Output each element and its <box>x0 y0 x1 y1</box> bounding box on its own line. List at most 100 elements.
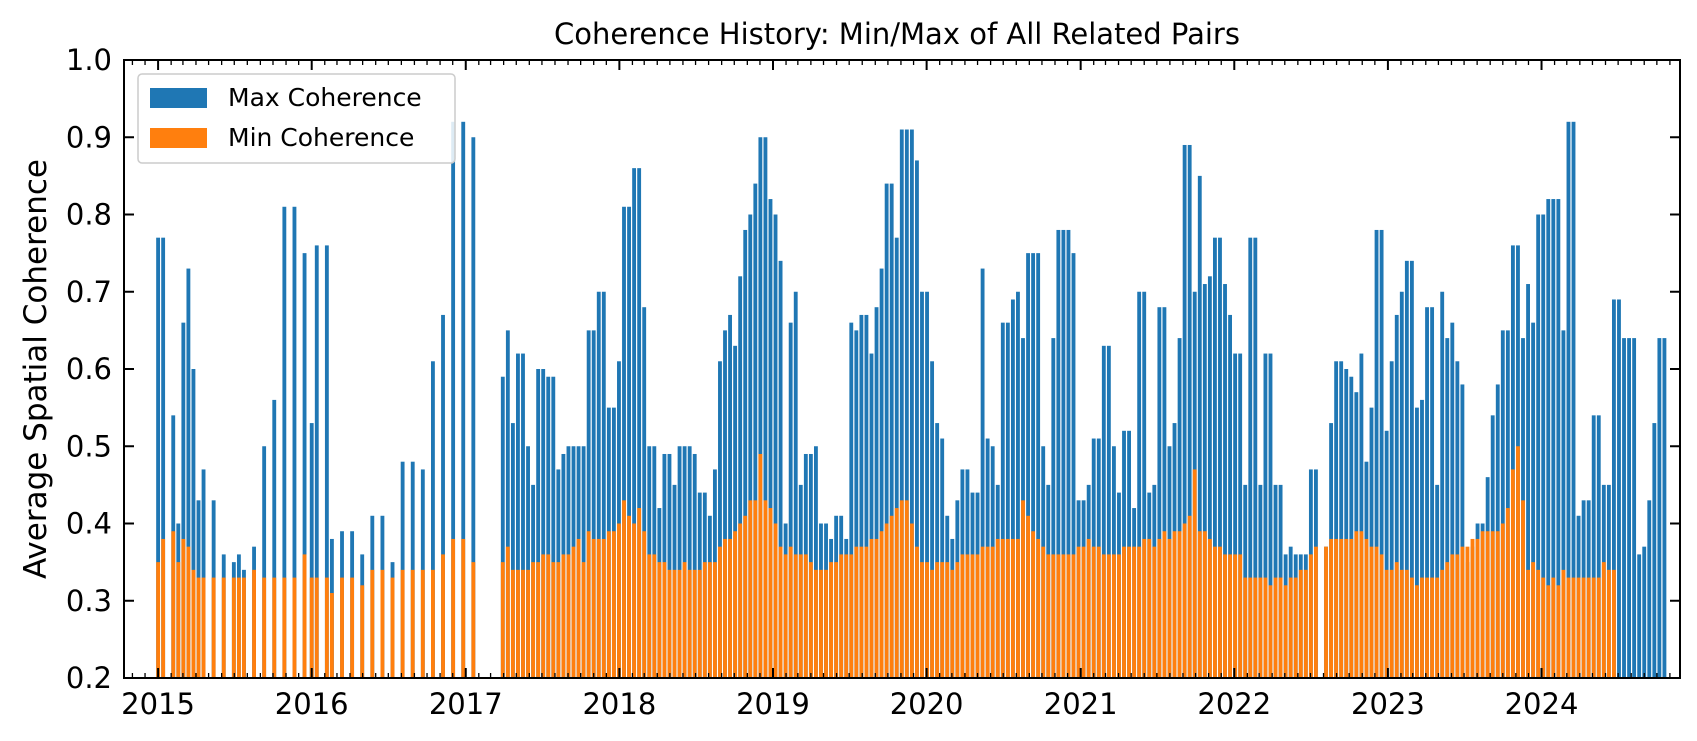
min-coherence-bar <box>985 546 990 678</box>
max-coherence-bar <box>1349 376 1354 678</box>
min-coherence-bar <box>1612 569 1616 678</box>
min-coherence-bar <box>824 569 828 678</box>
max-coherence-bar <box>586 330 591 679</box>
min-coherence-bar <box>768 508 773 678</box>
min-coherence-bar <box>1536 569 1541 678</box>
max-coherence-bar <box>1460 384 1465 678</box>
min-coherence-bar <box>1586 577 1591 678</box>
max-coherence-bar <box>925 291 929 678</box>
max-coherence-bar <box>884 183 889 678</box>
min-coherence-bar <box>682 562 687 679</box>
min-coherence-bar <box>687 569 692 678</box>
min-coherence-bar <box>510 569 515 678</box>
min-coherence-bar <box>410 569 415 678</box>
min-coherence-bar <box>1071 554 1076 678</box>
y-tick-label: 0.8 <box>66 198 112 232</box>
max-coherence-bar <box>581 446 586 678</box>
max-coherence-bar <box>1591 415 1596 678</box>
min-coherence-bar <box>839 554 844 678</box>
max-coherence-bar <box>753 183 758 678</box>
x-tick-label: 2018 <box>582 687 656 721</box>
max-coherence-bar <box>758 137 763 678</box>
max-coherence-bar <box>1106 345 1111 678</box>
min-coherence-bar <box>793 554 798 678</box>
min-coherence-bar <box>576 538 581 678</box>
max-coherence-bar <box>1495 384 1500 678</box>
max-coherence-bar <box>743 229 748 678</box>
min-coherence-bar <box>350 577 355 678</box>
min-coherence-bar <box>617 523 621 678</box>
min-coherence-bar <box>995 538 1000 678</box>
min-coherence-bar <box>1263 577 1268 678</box>
y-tick-label: 0.6 <box>66 352 112 386</box>
min-coherence-bar <box>581 562 586 679</box>
max-coherence-bar <box>748 214 753 678</box>
max-coherence-bar <box>682 446 687 678</box>
min-coherence-bar <box>1010 538 1015 678</box>
max-coherence-bar <box>1248 237 1253 678</box>
min-coherence-bar <box>788 546 793 678</box>
min-coherence-bar <box>1041 546 1046 678</box>
max-coherence-bar <box>692 453 697 678</box>
min-coherence-bar <box>728 538 732 678</box>
min-coherence-bar <box>1541 577 1546 678</box>
max-coherence-bar <box>181 322 186 678</box>
max-coherence-bar <box>677 446 682 678</box>
min-coherence-bar <box>1066 554 1071 678</box>
min-coherence-bar <box>1450 554 1455 678</box>
min-coherence-bar <box>990 546 995 678</box>
max-coherence-bar <box>864 314 869 678</box>
max-coherence-bar <box>899 129 904 678</box>
max-coherence-bar <box>1263 353 1268 678</box>
min-coherence-bar <box>1339 538 1344 678</box>
max-coherence-bar <box>874 307 879 678</box>
min-coherence-bar <box>329 593 334 678</box>
max-coherence-bar <box>471 137 476 678</box>
max-coherence-bar <box>733 345 738 678</box>
min-coherence-bar <box>920 562 924 679</box>
max-coherence-bar <box>1005 322 1010 678</box>
min-coherence-bar <box>566 554 571 678</box>
min-coherence-bar <box>1510 469 1515 678</box>
min-coherence-bar <box>627 515 631 678</box>
min-coherence-bar <box>1253 577 1258 678</box>
min-coherence-bar <box>252 569 256 678</box>
y-tick-label: 0.3 <box>66 584 112 618</box>
max-coherence-bar <box>854 330 859 679</box>
min-coherence-bar <box>1389 569 1394 678</box>
min-coherence-bar <box>309 577 314 678</box>
min-coherence-bar <box>1354 531 1359 678</box>
y-tick-label: 0.4 <box>66 507 112 541</box>
min-coherence-bar <box>1359 531 1364 678</box>
min-coherence-bar <box>707 562 712 679</box>
min-coherence-bar <box>536 562 541 679</box>
min-coherence-bar <box>1101 554 1106 678</box>
min-coherence-bar <box>1475 538 1480 678</box>
max-coherence-bar <box>814 446 818 678</box>
max-coherence-bar <box>1394 314 1399 678</box>
min-coherence-bar <box>1314 546 1318 678</box>
max-coherence-bar <box>1000 322 1005 678</box>
max-coherence-bar <box>1637 554 1642 678</box>
max-coherence-bar <box>723 330 727 679</box>
min-coherence-bar <box>1162 531 1167 678</box>
min-coherence-bar <box>909 523 914 678</box>
max-coherence-bar <box>451 121 456 679</box>
legend-swatch-max <box>150 88 207 108</box>
max-coherence-bar <box>1233 353 1238 678</box>
min-coherence-bar <box>1425 577 1429 678</box>
min-coherence-bar <box>596 538 601 678</box>
max-coherence-bar <box>1561 330 1566 679</box>
min-coherence-bar <box>1228 554 1232 678</box>
min-coherence-bar <box>186 546 191 678</box>
max-coherence-bar <box>738 276 743 678</box>
max-coherence-bar <box>1238 353 1243 678</box>
min-coherence-bar <box>1374 546 1379 678</box>
min-coherence-bars <box>156 446 1616 679</box>
min-coherence-bar <box>340 577 344 678</box>
min-coherence-bar <box>236 577 241 678</box>
min-coherence-bar <box>1404 569 1409 678</box>
min-coherence-bar <box>1202 531 1207 678</box>
max-coherence-bar <box>461 121 466 679</box>
min-coherence-bar <box>441 554 445 678</box>
